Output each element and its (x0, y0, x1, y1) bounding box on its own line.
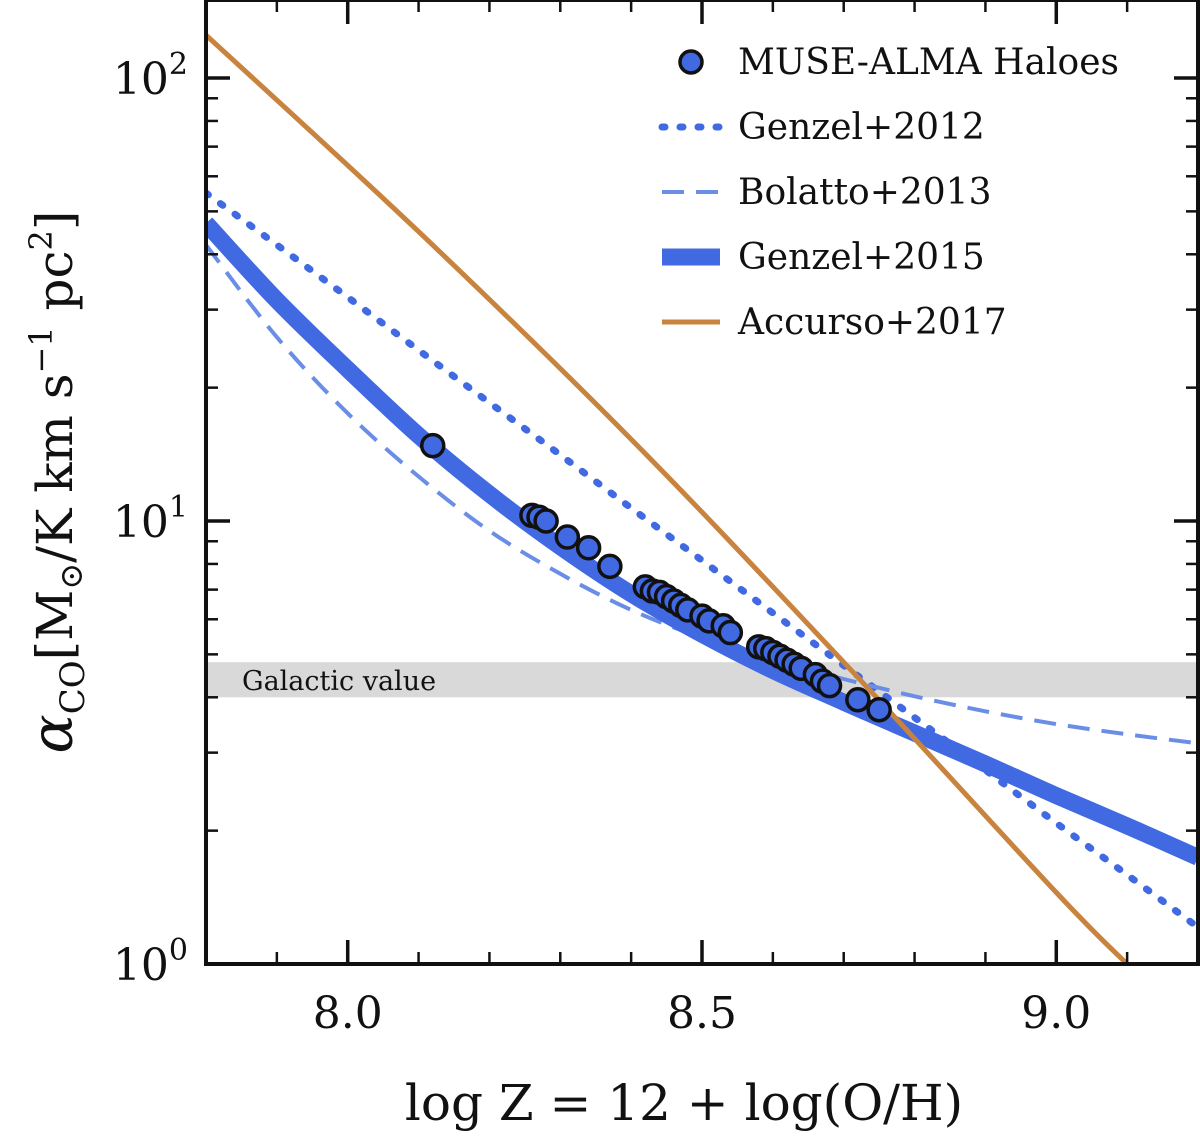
y-axis-symbol-sub: CO (53, 660, 93, 714)
y-axis-title: αCO[M⊙/K km s−1 pc2] (18, 211, 93, 754)
data-point (717, 619, 744, 646)
data-point (419, 432, 446, 459)
legend-label-g12: Genzel+2012 (738, 107, 985, 148)
data-point (845, 686, 871, 713)
y-tick-label: 100 (113, 933, 188, 991)
data-point (816, 672, 843, 699)
x-tick-label: 9.0 (1021, 988, 1091, 1039)
series-line-accurso-2017 (206, 33, 1129, 964)
axis-ticks (204, 0, 1200, 966)
y-axis-unit-pc: pc (26, 250, 84, 326)
data-point (597, 553, 623, 580)
x-tick-label: 8.5 (667, 988, 737, 1039)
legend-label-muse: MUSE-ALMA Haloes (738, 42, 1119, 83)
legend: MUSE-ALMA Haloes Genzel+2012 Bolatto+2013 G… (658, 42, 1119, 343)
x-axis-title: log Z = 12 + log(O/H) (405, 1074, 963, 1132)
galactic-value-label: Galactic value (242, 666, 436, 697)
series-line-genzel-2015 (206, 217, 1198, 866)
data-point (575, 535, 602, 561)
legend-label-g15: Genzel+2015 (738, 237, 985, 278)
galactic-value-band (206, 662, 1198, 698)
y-axis-unit-pc-exp: 2 (22, 230, 60, 250)
tick-labels: 8.0 8.5 9.0 100 101 102 (113, 47, 1091, 1039)
x-tick-label: 8.0 (313, 988, 383, 1039)
legend-label-a17: Accurso+2017 (737, 302, 1007, 343)
y-axis-sun-sub: ⊙ (52, 563, 90, 590)
data-point (866, 696, 892, 723)
data-point (554, 524, 581, 550)
y-axis-unit-exp: −1 (22, 326, 60, 373)
y-tick-label: 101 (113, 490, 188, 548)
y-axis-unit-close: ] (26, 211, 84, 231)
y-axis-unit-open: [M (26, 590, 84, 661)
data-point (533, 508, 559, 534)
series-line-genzel-2012 (206, 189, 1198, 931)
plot-frame (204, 0, 1200, 966)
plot-area: Galactic value (206, 33, 1198, 964)
y-axis-unit-mid: /K km s (26, 374, 84, 563)
y-axis-symbol: α (18, 714, 86, 753)
legend-label-b13: Bolatto+2013 (738, 172, 992, 213)
y-tick-label: 102 (113, 47, 188, 105)
muse-alma-points (419, 432, 892, 723)
legend-marker-muse (678, 49, 704, 75)
